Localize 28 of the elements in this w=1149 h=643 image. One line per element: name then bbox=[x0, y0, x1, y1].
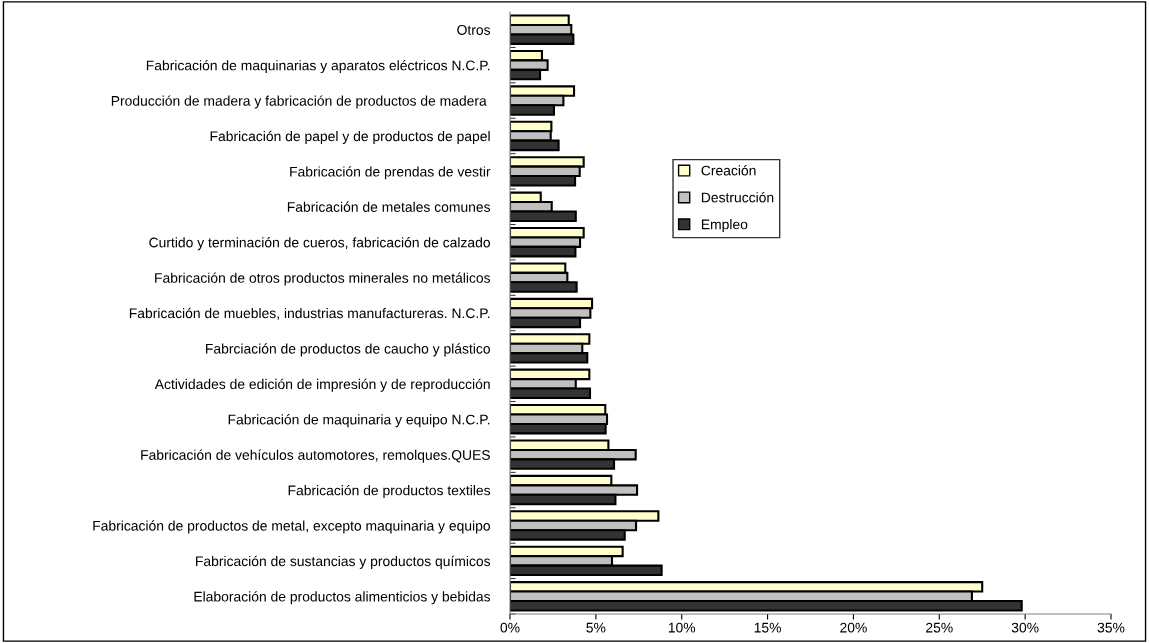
x-tick-label: 10% bbox=[668, 622, 696, 633]
y-tick-label: Elaboración de productos alimenticios y bebidas bbox=[194, 591, 491, 605]
y-tick-label: Fabricación de vehículos automotores, remolques.QUES bbox=[141, 449, 490, 463]
x-tick-label: 35% bbox=[1097, 622, 1125, 633]
y-tick-label: Fabricación de productos textiles bbox=[288, 484, 491, 499]
x-tick-label: 5% bbox=[586, 622, 606, 633]
y-tick-label: Fabricación de sustancias y productos químicos bbox=[196, 555, 491, 569]
legend-label: Destrucción bbox=[701, 192, 774, 203]
y-tick-label: Producción de madera y fabricación de productos de madera bbox=[111, 95, 487, 109]
y-tick-label: Fabricación de maquinaria y equipo N.C.P. bbox=[228, 414, 490, 428]
y-tick-label: Fabricación de otros productos minerales no metálicos bbox=[155, 272, 491, 286]
x-tick-label: 15% bbox=[754, 622, 781, 633]
y-tick-label: Fabricación de prendas de vestir bbox=[290, 166, 491, 180]
legend-label: Creación bbox=[701, 165, 756, 176]
x-tick-label: 25% bbox=[926, 622, 953, 633]
legend-label: Empleo bbox=[701, 219, 748, 233]
y-tick-label: Fabricación de productos de metal, excepto maquinaria y equipo bbox=[93, 520, 490, 534]
y-tick-label: Fabricación de papel y de productos de papel bbox=[210, 130, 490, 144]
y-tick-label: Otros bbox=[457, 25, 491, 35]
y-tick-label: Fabricación de maquinarias y aparatos eléctricos N.C.P. bbox=[146, 60, 490, 74]
x-tick-label: 20% bbox=[840, 622, 867, 633]
y-tick-label: Actividades de edición de impresión y de reproducción bbox=[154, 378, 490, 392]
y-tick-label: Fabricación de metales comunes bbox=[287, 201, 491, 212]
y-tick-label: Fabrciación de productos de caucho y plástico bbox=[206, 343, 490, 357]
y-tick-label: Fabricación de muebles, industrias manufactureras. N.C.P. bbox=[129, 307, 490, 320]
x-tick-label: 0% bbox=[500, 622, 520, 633]
y-tick-label: Curtido y terminación de cueros, fabricación de calzado bbox=[149, 237, 490, 251]
x-tick-label: 30% bbox=[1011, 622, 1039, 633]
